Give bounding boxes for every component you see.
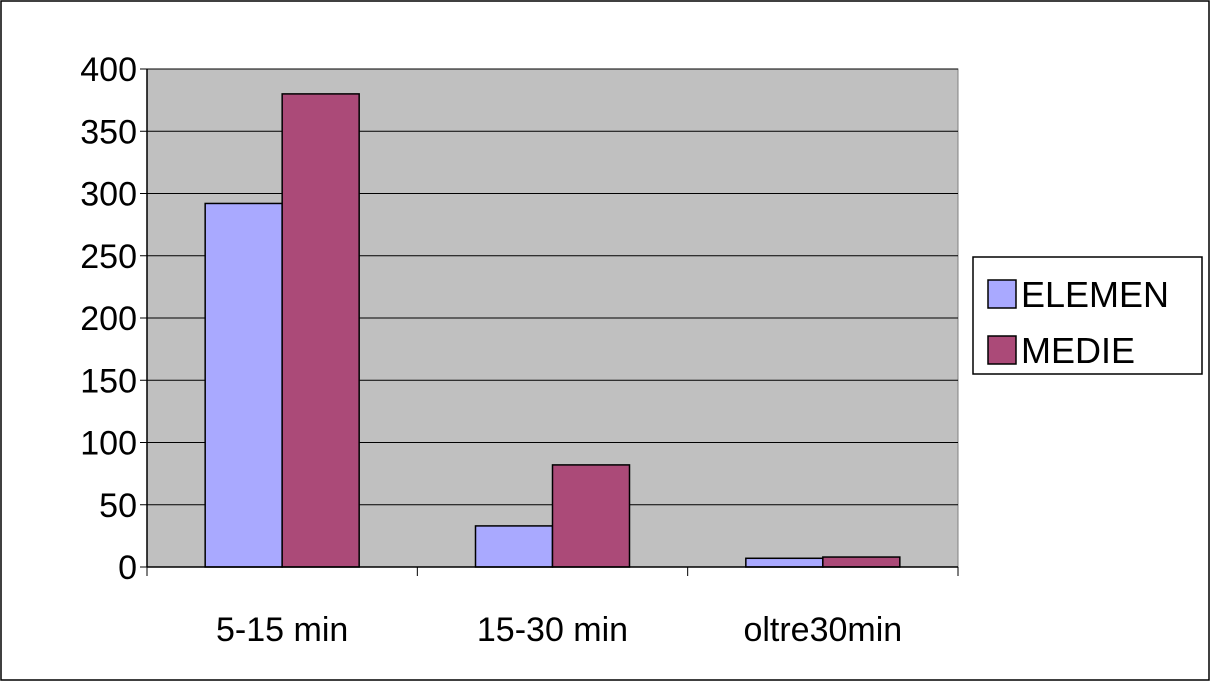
y-tick-label: 300	[80, 176, 137, 214]
x-tick-label: 15-30 min	[477, 611, 628, 649]
y-tick-label: 250	[80, 238, 137, 276]
bar-medie-2	[551, 464, 631, 568]
y-tick-label: 100	[80, 425, 137, 463]
bars	[204, 93, 901, 568]
y-tick-label: 400	[80, 51, 137, 89]
bar-medie-1	[281, 93, 360, 568]
y-tick-label: 200	[80, 300, 137, 338]
bar-elemen-2	[474, 525, 554, 568]
legend-label-elemen: ELEMEN	[1021, 274, 1169, 315]
x-tick-label: oltre30min	[743, 611, 902, 649]
y-tick-label: 0	[118, 549, 137, 587]
bar-elemen-1	[204, 202, 283, 568]
axes: 0 50 100 150 200 250 300 350 400 5-15 min 15-30 mi…	[80, 51, 959, 649]
bar-medie-3	[822, 556, 901, 568]
y-tick-label: 150	[80, 362, 137, 400]
legend-label-medie: MEDIE	[1021, 330, 1135, 371]
x-tick-label: 5-15 min	[216, 611, 348, 649]
legend-swatch-medie	[987, 335, 1017, 365]
y-tick-label: 50	[99, 487, 137, 525]
bar-elemen-3	[745, 557, 824, 568]
legend-swatch-elemen	[987, 279, 1017, 309]
legend: ELEMEN MEDIE	[972, 256, 1203, 375]
y-tick-label: 350	[80, 113, 137, 151]
